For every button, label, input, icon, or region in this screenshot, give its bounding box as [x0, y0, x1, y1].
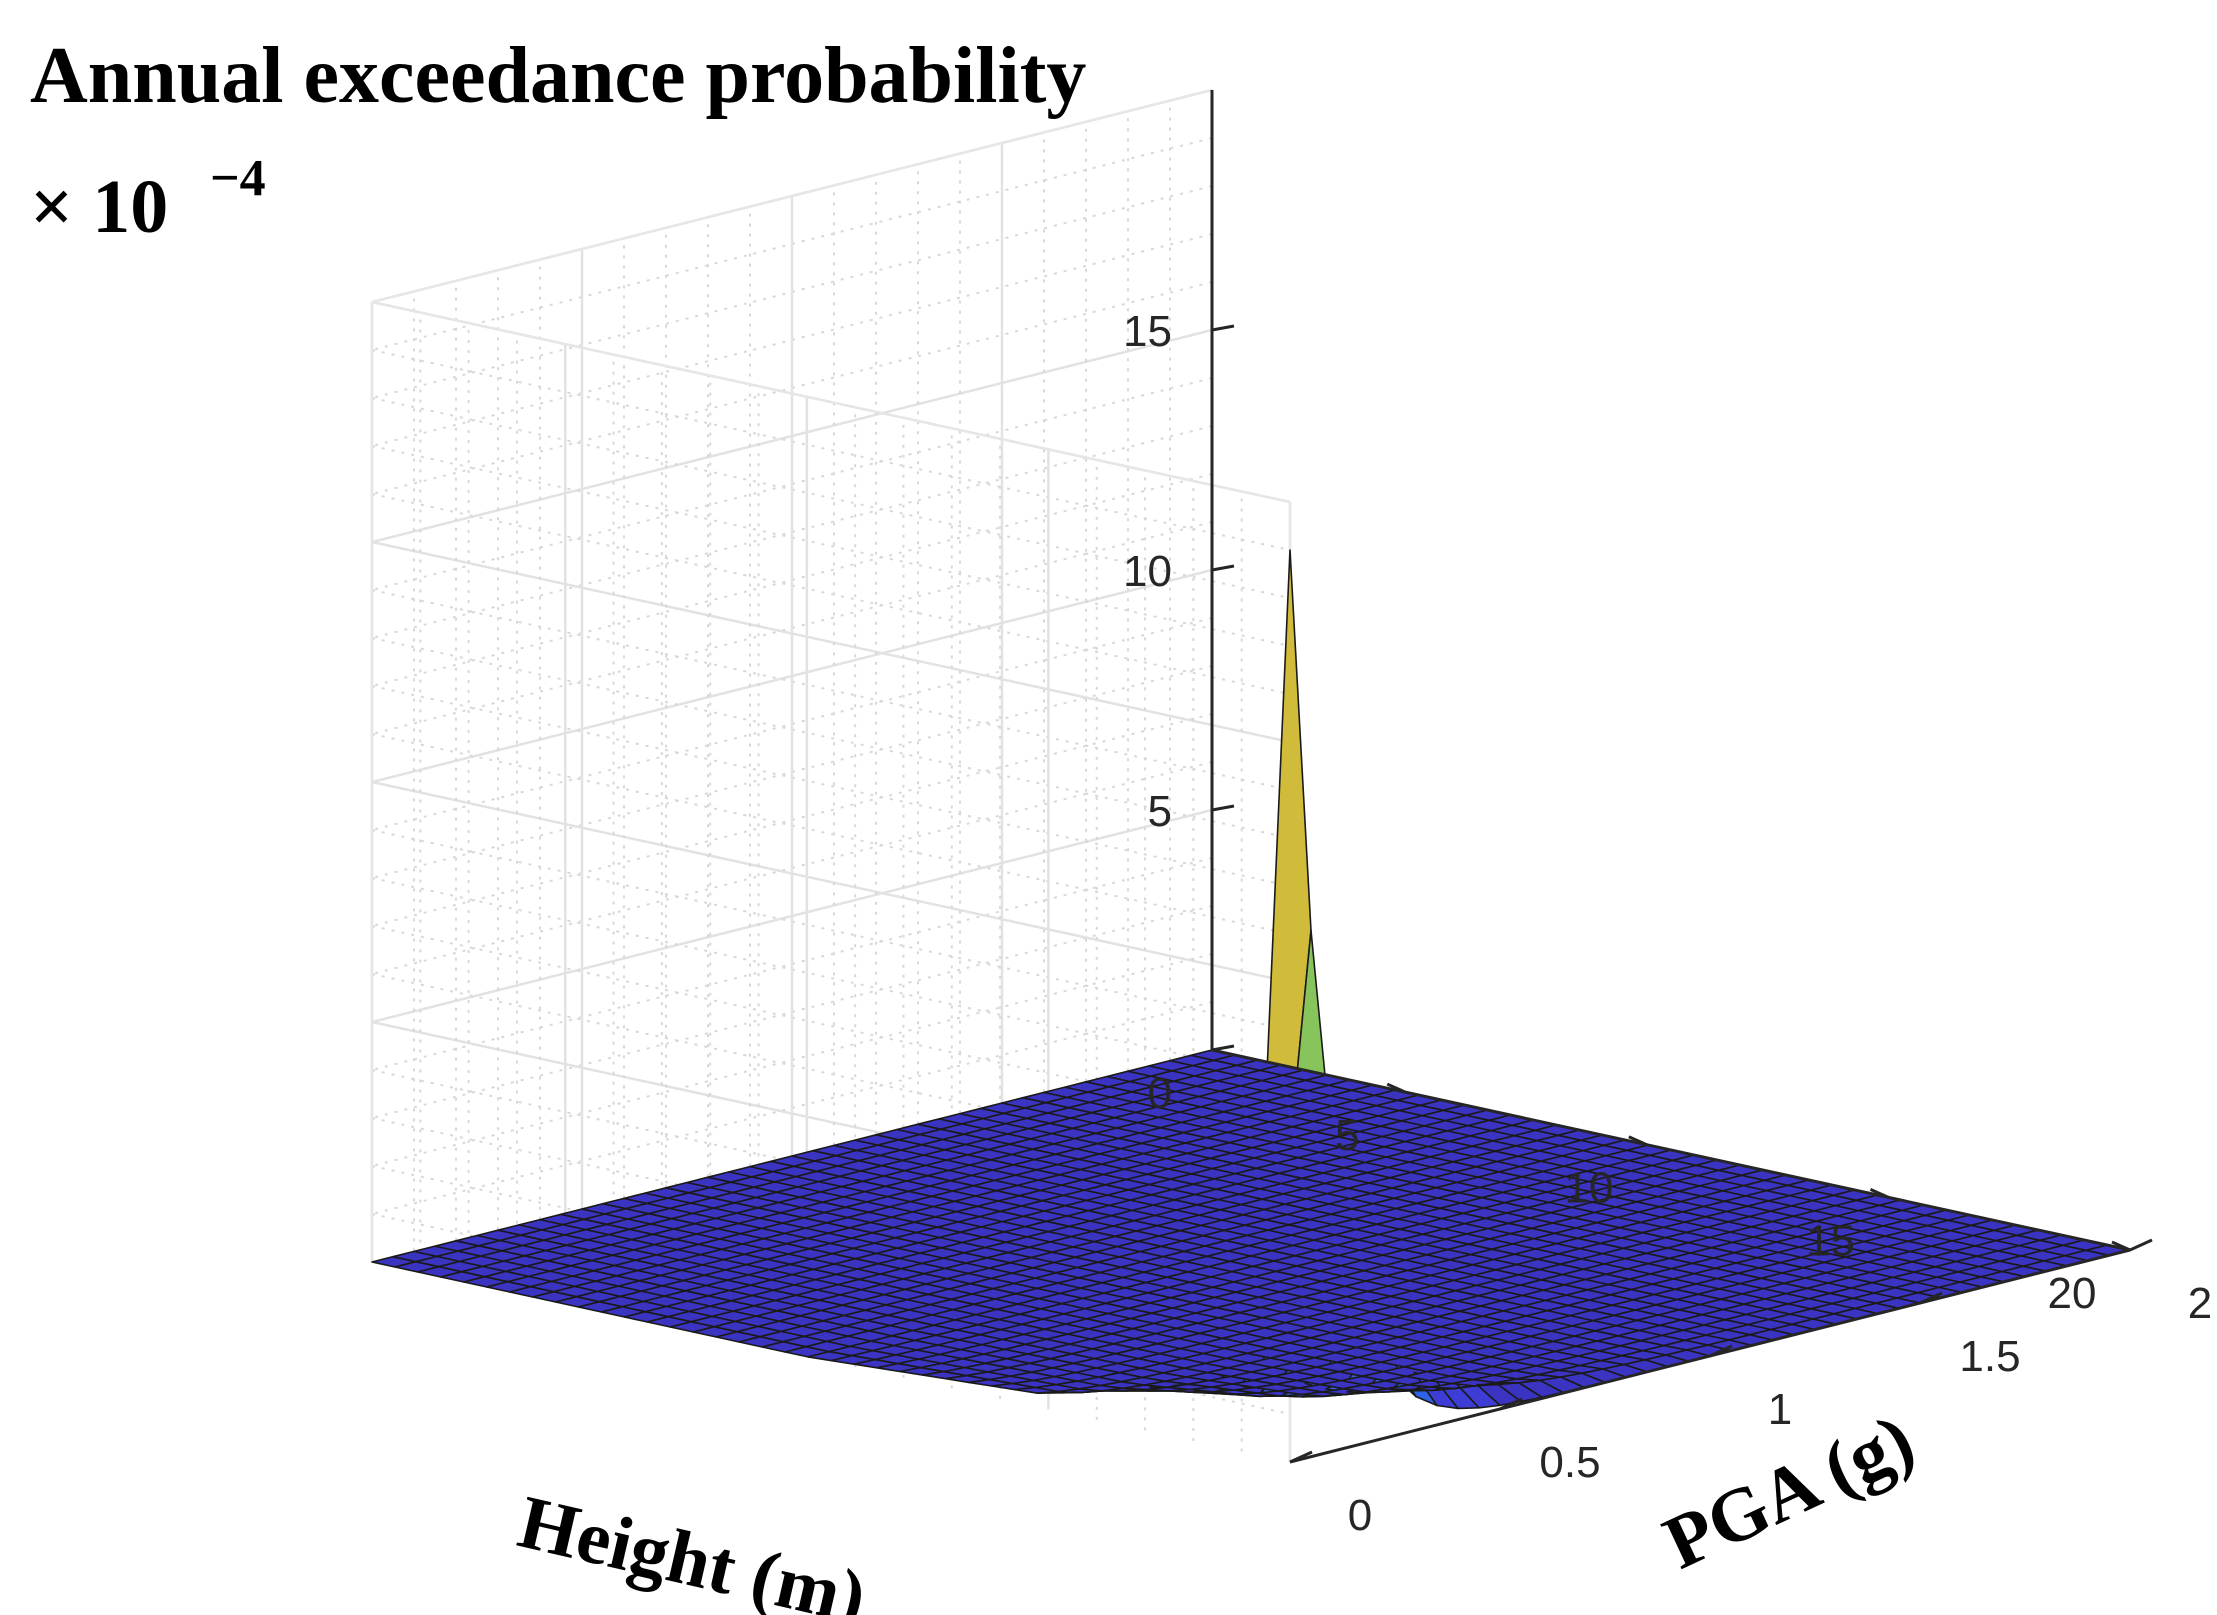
z-tick-label: 5	[1148, 787, 1172, 836]
grid-line	[371, 377, 1213, 591]
grid-line	[371, 137, 1213, 351]
z-tick-mark	[1211, 324, 1235, 332]
y-tick-label: 0	[1348, 1491, 1372, 1540]
chart-title: Annual exceedance probability	[30, 32, 1086, 120]
x-tick-label: 5	[1335, 1111, 1359, 1160]
z-tick-label: 0	[1148, 1069, 1172, 1118]
back-walls-grid	[370, 88, 1292, 1462]
scale-exponent: −4	[210, 150, 266, 207]
x-axis-label: Height (m)	[511, 1480, 873, 1615]
grid-line	[371, 905, 1213, 1119]
grid-line	[371, 953, 1213, 1167]
z-tick-label: 10	[1123, 547, 1172, 596]
grid-line	[371, 733, 1291, 935]
axes	[1210, 90, 2153, 1464]
grid-line	[371, 233, 1213, 447]
wall-edge	[371, 88, 1213, 304]
y-tick-mark	[1499, 1397, 1523, 1411]
grid-line	[371, 877, 1291, 1079]
grid-line	[371, 185, 1213, 399]
grid-line	[371, 493, 1291, 695]
tick-labels: 0 5 10 15 5 10 15 20 0 0.5 1 1.5 2	[1123, 307, 2212, 1540]
grid-line	[371, 617, 1213, 831]
wall-edge	[371, 300, 1291, 504]
scale-multiplier: × 10	[30, 165, 168, 249]
grid-line	[371, 589, 1291, 791]
z-tick-mark	[1211, 564, 1235, 572]
x-tick-label: 20	[2048, 1269, 2097, 1318]
grid-line	[371, 857, 1213, 1071]
x-tick-mark	[1628, 1135, 1648, 1147]
grid-line	[371, 780, 1291, 984]
y-tick-label: 0.5	[1539, 1438, 1600, 1487]
z-tick-mark	[1211, 804, 1235, 812]
grid-line	[371, 685, 1291, 887]
y-tick-label: 1.5	[1959, 1332, 2020, 1381]
grid-line	[371, 281, 1213, 495]
z-tick-mark	[1211, 1044, 1235, 1052]
grid-line	[371, 445, 1291, 647]
grid-line	[371, 473, 1213, 687]
surface-mesh	[371, 549, 2131, 1410]
grid-line	[371, 713, 1213, 927]
y-tick-mark	[1289, 1450, 1313, 1464]
grid-line	[371, 637, 1291, 839]
y-tick-label: 1	[1768, 1385, 1792, 1434]
grid-line	[371, 665, 1213, 879]
z-tick-label: 15	[1123, 307, 1172, 356]
grid-line	[371, 761, 1213, 975]
x-tick-mark	[1386, 1082, 1406, 1094]
grid-line	[371, 540, 1291, 744]
grid-line	[371, 1001, 1213, 1215]
grid-line	[371, 397, 1291, 599]
grid-line	[371, 425, 1213, 639]
y-tick-mark	[1919, 1291, 1943, 1305]
x-tick-mark	[2111, 1240, 2131, 1252]
x-axis-line	[1211, 1048, 2131, 1252]
y-tick-label: 2	[2188, 1279, 2212, 1328]
y-tick-mark	[1709, 1344, 1733, 1358]
x-tick-label: 15	[1806, 1216, 1855, 1265]
grid-line	[371, 349, 1291, 551]
grid-line	[371, 521, 1213, 735]
x-tick-label: 10	[1564, 1164, 1613, 1213]
x-tick-mark	[1869, 1187, 1890, 1199]
y-tick-mark	[2129, 1238, 2153, 1252]
grid-line	[371, 829, 1291, 1031]
